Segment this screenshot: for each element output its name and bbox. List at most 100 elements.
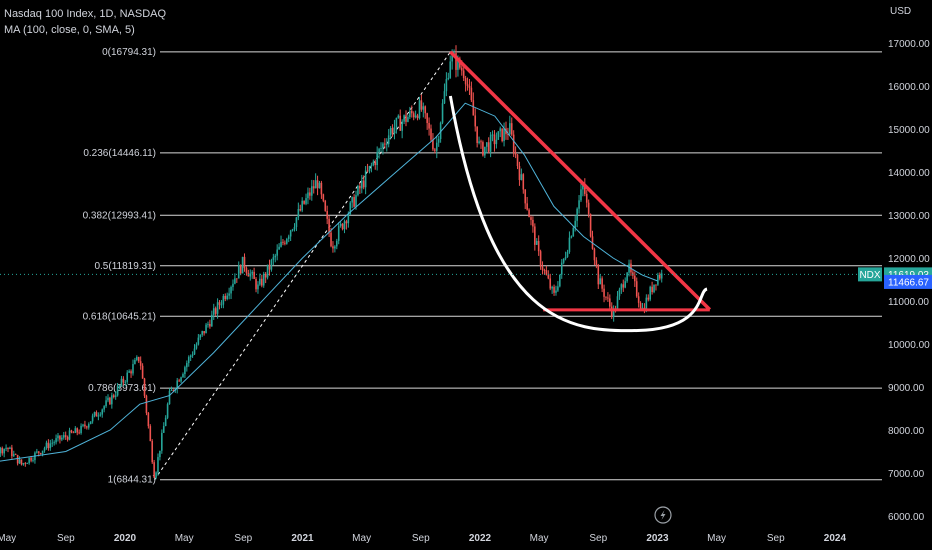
- candle-body: [239, 265, 242, 274]
- x-tick-label: Sep: [412, 533, 430, 544]
- candle-body: [170, 389, 173, 391]
- candle-body: [539, 251, 542, 267]
- candle-body: [410, 110, 413, 114]
- candle-body: [278, 246, 280, 250]
- candle-body: [337, 225, 340, 241]
- candle-body: [28, 457, 30, 464]
- candle-body: [224, 295, 227, 299]
- candle-body: [197, 337, 200, 345]
- candle-body: [314, 180, 317, 189]
- candle-body: [360, 180, 363, 189]
- candle-body: [297, 208, 300, 218]
- candle-body: [359, 185, 361, 189]
- candle-body: [16, 454, 19, 464]
- candle-body: [205, 324, 207, 334]
- candle-body: [172, 389, 175, 391]
- candle-body: [559, 274, 561, 287]
- legend-indicator: MA (100, close, 0, SMA, 5): [4, 24, 135, 36]
- candle-body: [261, 278, 263, 286]
- drawing-annotations: [0, 50, 882, 333]
- candle-body: [274, 255, 277, 258]
- candle-body: [0, 447, 2, 454]
- candle-body: [64, 435, 67, 438]
- candle-body: [284, 242, 286, 244]
- candle-body: [216, 302, 219, 314]
- x-tick-label: 2023: [646, 533, 669, 544]
- candle-body: [659, 274, 661, 279]
- candle-body: [524, 189, 527, 204]
- candle-body: [637, 296, 640, 303]
- candle-body: [105, 400, 107, 407]
- downtrend-line: [449, 50, 712, 311]
- candle-body: [580, 189, 582, 201]
- candle-body: [18, 459, 21, 464]
- price-axis[interactable]: 6000.00 7000.00 8000.00 9000.00 10000.00 1100…: [888, 39, 930, 523]
- candle-body: [303, 200, 305, 204]
- candle-body: [624, 281, 626, 288]
- candle-body: [599, 278, 602, 285]
- candle-body: [568, 237, 571, 252]
- candle-body: [76, 428, 79, 433]
- candle-body: [530, 217, 532, 220]
- candle-body: [116, 386, 119, 396]
- candle-body: [207, 323, 209, 325]
- candle-body: [301, 200, 303, 211]
- candle-body: [237, 265, 240, 279]
- candle-body: [39, 453, 42, 454]
- candle-body: [339, 223, 342, 226]
- candle-body: [70, 430, 73, 433]
- candle-body: [268, 264, 271, 270]
- candle-body: [78, 432, 80, 434]
- candle-body: [543, 270, 546, 271]
- candle-body: [587, 202, 590, 215]
- candle-body: [385, 144, 388, 145]
- candle-body: [555, 290, 557, 293]
- candle-body: [368, 166, 371, 171]
- candle-body: [468, 85, 471, 88]
- candle-body: [214, 308, 217, 314]
- candle-body: [434, 149, 436, 151]
- candle-body: [95, 412, 98, 417]
- candle-body: [482, 142, 484, 156]
- candle-body: [522, 174, 525, 190]
- candle-body: [72, 432, 75, 434]
- candle-body: [480, 141, 482, 143]
- candle-body: [218, 302, 221, 305]
- candle-body: [653, 284, 655, 293]
- candle-body: [457, 58, 459, 70]
- candle-body: [82, 424, 84, 426]
- lightning-icon[interactable]: [654, 506, 672, 524]
- candle-body: [134, 360, 136, 365]
- candle-body: [389, 128, 392, 136]
- candle-body: [155, 472, 157, 478]
- moving-average-line: [0, 102, 658, 462]
- candle-body: [412, 113, 415, 118]
- time-axis[interactable]: May Sep 2020 May Sep 2021 May Sep 2022 May Sep 2023…: [0, 533, 846, 544]
- ma-price-text: 11466.67: [888, 277, 929, 288]
- candle-body: [464, 78, 467, 85]
- candle-body: [612, 308, 615, 317]
- candle-body: [484, 146, 486, 156]
- candle-body: [382, 143, 384, 149]
- y-tick-label: 9000.00: [888, 383, 925, 394]
- candle-body: [168, 390, 171, 405]
- candle-body: [635, 281, 638, 297]
- y-tick-label: 12000.00: [888, 254, 930, 265]
- candle-body: [334, 246, 336, 249]
- candle-body: [609, 298, 611, 307]
- candle-body: [162, 426, 165, 433]
- candle-body: [309, 192, 311, 196]
- candle-body: [51, 442, 54, 444]
- x-tick-label: 2024: [824, 533, 847, 544]
- candle-body: [30, 457, 32, 461]
- candle-body: [124, 381, 127, 383]
- candle-body: [426, 113, 428, 124]
- candle-body: [520, 174, 523, 180]
- candle-body: [391, 128, 394, 134]
- candle-body: [401, 121, 403, 131]
- candle-body: [399, 115, 402, 131]
- candle-body: [151, 440, 154, 463]
- candle-body: [222, 295, 225, 305]
- y-tick-label: 10000.00: [888, 340, 930, 351]
